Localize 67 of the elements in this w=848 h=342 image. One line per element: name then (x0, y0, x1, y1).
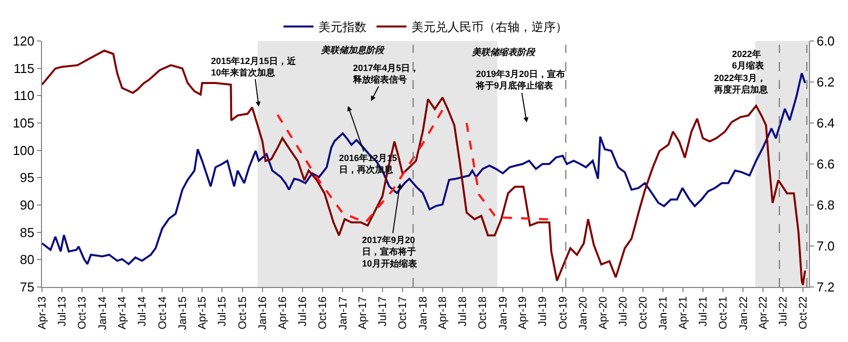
y2-tick-label: 6.2 (816, 74, 835, 90)
y2-tick-label: 7.0 (816, 238, 835, 254)
x-tick-label: Jul-18 (457, 296, 470, 326)
x-tick-label: Oct-13 (76, 296, 89, 330)
x-tick-label: Oct-15 (236, 296, 249, 330)
y2-tick-label: 7.2 (816, 280, 835, 295)
x-tick-label: Oct-21 (718, 296, 730, 330)
x-tick-label: Jan-14 (96, 296, 109, 330)
x-tick-label: Apr-18 (437, 296, 450, 330)
y2-tick-label: 6.4 (816, 116, 835, 131)
annotation: 美联储缩表阶段 (471, 47, 537, 57)
x-tick-label: Jul-14 (136, 296, 149, 326)
x-tick-label: Oct-17 (397, 296, 410, 330)
line-series (466, 122, 550, 220)
x-tick-label: Jul-19 (537, 296, 550, 326)
annotation: 2019年3月20日，宣布将于9月底停止缩表 (475, 69, 566, 91)
y2-tick-label: 6.6 (816, 156, 835, 172)
y-tick-label: 95 (20, 170, 34, 186)
x-tick-label: Apr-13 (36, 296, 49, 330)
x-tick-label: Apr-19 (517, 296, 530, 330)
annotation: 2015年12月15日，近10年来首次加息 (211, 56, 298, 78)
x-tick-label: Jul-15 (216, 296, 229, 326)
annotation: 2017年9月20日，宣布将于10月开始缩表 (362, 235, 418, 268)
y2-tick-label: 6.8 (816, 198, 835, 213)
x-tick-label: Apr-20 (597, 296, 610, 330)
annotation: 2022年3月，再度开启加息 (713, 73, 769, 95)
x-tick-label: Jan-19 (497, 296, 510, 330)
x-tick-label: Apr-17 (357, 296, 370, 330)
y-tick-label: 105 (12, 116, 34, 131)
band-label: 美联储加息阶段 (320, 45, 386, 55)
legend-label: 美元指数 (318, 20, 366, 34)
x-tick-label: Jan-16 (257, 296, 270, 330)
x-tick-label: Apr-22 (758, 296, 770, 330)
x-tick-label: Oct-14 (156, 296, 169, 330)
y-tick-label: 75 (20, 280, 34, 295)
x-tick-label: Jan-22 (738, 296, 750, 330)
y-tick-label: 85 (20, 224, 34, 240)
x-tick-label: Jul-13 (56, 296, 69, 326)
annotation: 2022年6月缩表 (732, 49, 766, 71)
x-tick-label: Apr-14 (116, 296, 129, 330)
annotation: 2017年4月5日，释放缩表信号 (352, 63, 420, 85)
y-tick-label: 115 (14, 60, 34, 76)
legend-label: 美元兑人民币（右轴，逆序） (412, 20, 568, 34)
y-tick-label: 90 (20, 198, 34, 213)
y2-tick-label: 6.0 (816, 34, 835, 49)
x-tick-label: Jul-20 (617, 296, 630, 326)
x-tick-label: Oct-20 (638, 296, 650, 330)
y-tick-label: 110 (14, 88, 34, 104)
x-tick-label: Oct-22 (798, 296, 810, 330)
x-tick-label: Jan-21 (658, 296, 670, 330)
x-tick-label: Apr-15 (196, 296, 209, 330)
y-tick-label: 80 (20, 252, 34, 268)
x-tick-label: Jul-22 (777, 296, 790, 326)
x-tick-label: Oct-16 (317, 296, 330, 330)
x-tick-label: Jul-16 (296, 296, 309, 326)
x-tick-label: Jul-17 (376, 296, 389, 326)
x-tick-label: Jan-15 (176, 296, 189, 330)
y-tick-label: 100 (12, 142, 34, 158)
x-tick-label: Oct-18 (477, 296, 490, 330)
x-tick-label: Jul-21 (697, 296, 710, 326)
x-tick-label: Apr-21 (677, 296, 690, 330)
x-tick-label: Jan-17 (337, 296, 350, 330)
x-tick-label: Apr-16 (276, 296, 289, 330)
x-tick-label: Jan-18 (417, 296, 430, 330)
x-tick-label: Oct-19 (557, 296, 570, 330)
x-tick-label: Jan-20 (577, 296, 590, 330)
y-tick-label: 120 (12, 34, 34, 49)
